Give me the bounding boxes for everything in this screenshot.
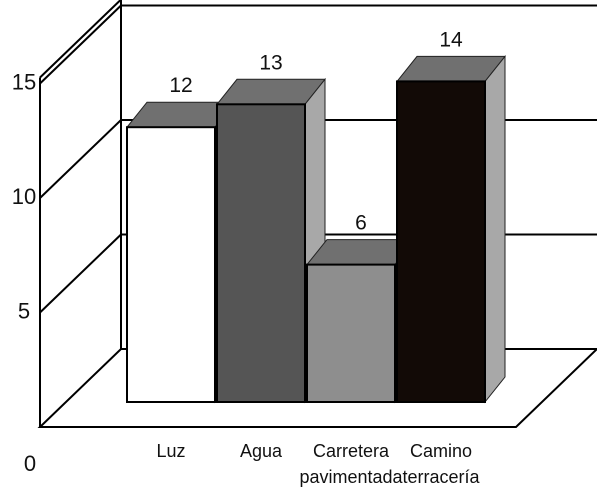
y-tick-label-5: 5 [18,298,30,323]
y-tick-label-15: 15 [12,69,36,94]
y-tick-label-0: 0 [24,451,36,476]
x-axis-categories: Luz Agua Carretera pavimentada Camino terrace… [156,441,480,487]
data-labels: 12 13 6 14 [169,28,463,234]
gridline-diagonal-10 [39,119,122,199]
chart-frame [37,0,597,428]
gridline-diagonal-5 [39,233,122,314]
data-label-3: 14 [439,28,463,51]
category-label-3: Camino terracería [402,441,480,487]
bar-side-3 [484,54,506,404]
category-label-1: Agua [240,441,283,461]
category-label-line: Agua [240,441,283,461]
category-label-2: Carretera pavimentada [299,441,403,487]
chart-floor [37,348,597,428]
data-label-1: 13 [259,51,282,74]
gridline-diagonal-15 [39,4,122,85]
category-label-line: Camino [410,441,472,461]
bar-1 [216,103,306,404]
category-label-line: pavimentada [299,467,403,487]
bar-2 [306,263,396,403]
category-label-0: Luz [156,441,185,461]
y-tick-label-10: 10 [12,184,36,209]
bars [125,54,507,404]
data-label-2: 6 [355,212,367,235]
category-label-line: terracería [402,467,480,487]
category-label-line: Carretera [313,441,390,461]
bar-3 [396,80,486,404]
y-axis-ticks: 0 5 10 15 [12,69,36,476]
category-label-line: Luz [156,441,185,461]
data-label-0: 12 [169,74,192,97]
side-wall-top-edge [39,0,122,79]
bar-0 [126,126,216,403]
